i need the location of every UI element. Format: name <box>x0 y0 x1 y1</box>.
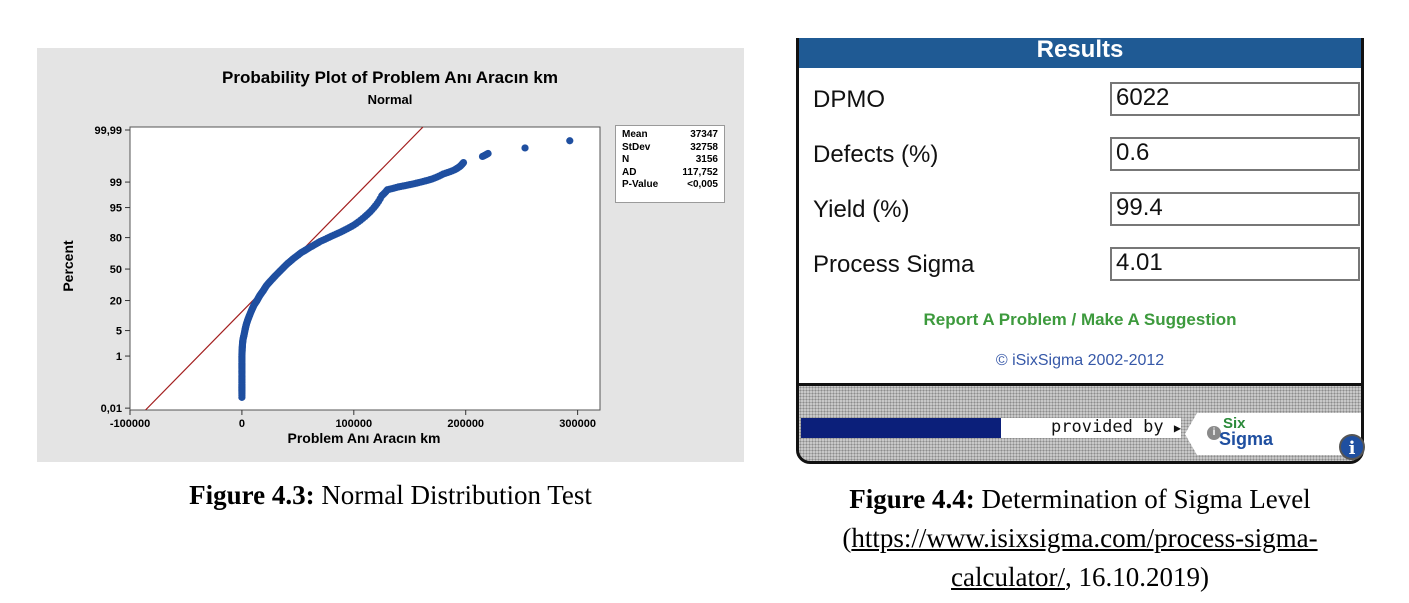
stats-label: P-Value <box>622 179 659 190</box>
result-row-defects: Defects (%) 0.6 <box>799 137 1361 177</box>
y-tick-label: 5 <box>116 326 122 338</box>
logo-tab-shape <box>1185 413 1361 455</box>
source-link[interactable]: https://www.isixsigma.com/process-sigma-… <box>851 523 1318 592</box>
caption-date: , 16.10.2019) <box>1064 562 1209 592</box>
stats-row-pvalue: P-Value <0,005 <box>622 179 718 192</box>
logo-six-text: Six <box>1223 415 1246 432</box>
process-sigma-label: Process Sigma <box>813 251 975 278</box>
statistics-legend: Mean 37347 StDev 32758 N 3156 AD 117,752 P-Value… <box>615 125 725 203</box>
x-tick-label: 200000 <box>447 418 484 430</box>
report-problem-link[interactable]: Report A Problem / Make A Suggestion <box>923 310 1237 329</box>
logo-i-icon: i <box>1207 426 1221 440</box>
stats-row-ad: AD 117,752 <box>622 167 718 180</box>
caption-open-paren: ( <box>842 523 852 553</box>
yield-label: Yield (%) <box>813 196 910 223</box>
caption-text-right: Determination of Sigma Level <box>974 484 1311 514</box>
sigma-calculator-figure: Results DPMO 6022 Defects (%) 0.6 Yield … <box>796 38 1365 464</box>
stats-row-stdev: StDev 32758 <box>622 142 718 155</box>
y-tick-label: 99,99 <box>94 125 122 137</box>
x-axis-label: Problem Anı Aracın km <box>287 430 440 446</box>
figure-4-3-caption: Figure 4.3: Normal Distribution Test <box>37 480 744 511</box>
figure-4-4-caption: Figure 4.4: Determination of Sigma Level… <box>790 480 1370 597</box>
y-tick-label: 0,01 <box>101 403 122 415</box>
caption-label: Figure 4.3: <box>189 480 315 510</box>
calculator-footer: provided by ▶ i Six Sigma i <box>796 383 1365 464</box>
chart-subtitle: Normal <box>368 92 413 107</box>
stats-value: 117,752 <box>682 166 718 178</box>
y-tick-label: 20 <box>110 296 122 308</box>
caption-label-right: Figure 4.4: <box>849 484 975 514</box>
stats-label: AD <box>622 166 637 178</box>
plot-area <box>129 126 601 411</box>
play-arrow-icon: ▶ <box>1173 421 1182 435</box>
isixsigma-logo[interactable]: i Six Sigma <box>1185 413 1361 455</box>
y-tick-label: 50 <box>110 264 122 276</box>
chart-title: Probability Plot of Problem Anı Aracın k… <box>222 68 558 87</box>
stats-value: 3156 <box>695 154 718 165</box>
stats-label: Mean <box>622 129 648 140</box>
provided-by-label: provided by <box>1051 417 1164 437</box>
y-axis-label: Percent <box>60 240 76 292</box>
result-row-process-sigma: Process Sigma 4.01 <box>799 247 1361 287</box>
results-panel: Results DPMO 6022 Defects (%) 0.6 Yield … <box>796 38 1364 383</box>
y-tick-label: 99 <box>110 177 122 189</box>
copyright-text: © iSixSigma 2002-2012 <box>995 352 1165 369</box>
probability-plot-figure: Probability Plot of Problem Anı Aracın k… <box>37 48 744 462</box>
x-tick-label: 300000 <box>559 418 596 430</box>
probability-plot-svg: Probability Plot of Problem Anı Aracın k… <box>60 68 601 446</box>
info-icon[interactable]: i <box>1339 434 1365 460</box>
provided-by-text: provided by ▶ <box>1051 417 1181 437</box>
defects-field[interactable]: 0.6 <box>1110 137 1360 171</box>
process-sigma-field[interactable]: 4.01 <box>1110 247 1360 281</box>
stats-value: <0,005 <box>687 179 718 190</box>
footer-white-band <box>1001 418 1181 438</box>
stats-value: 32758 <box>690 141 718 153</box>
dpmo-label: DPMO <box>813 86 885 113</box>
yield-field[interactable]: 99.4 <box>1110 192 1360 226</box>
stats-label: StDev <box>622 141 651 153</box>
stats-row-n: N 3156 <box>622 154 718 167</box>
data-point <box>521 144 529 152</box>
stats-label: N <box>622 154 630 165</box>
y-tick-label: 95 <box>110 203 122 215</box>
caption-text: Normal Distribution Test <box>314 480 592 510</box>
result-row-dpmo: DPMO 6022 <box>799 82 1361 122</box>
y-axis: 0,01 1 5 20 50 80 95 99 99,99 <box>94 125 130 415</box>
results-header: Results <box>799 38 1361 68</box>
y-tick-label: 80 <box>110 233 122 245</box>
x-tick-label: 100000 <box>335 418 372 430</box>
logo-sigma-text: Sigma <box>1219 429 1274 449</box>
defects-label: Defects (%) <box>813 141 939 168</box>
provided-by-bar: provided by ▶ i Six Sigma <box>801 413 1361 455</box>
x-tick-label: 0 <box>239 418 245 430</box>
data-point <box>459 158 468 167</box>
dpmo-field[interactable]: 6022 <box>1110 82 1360 116</box>
footer-blue-band <box>801 418 1001 438</box>
x-tick-label: -100000 <box>110 418 150 430</box>
data-point <box>484 149 492 158</box>
stats-value: 37347 <box>690 129 718 140</box>
result-row-yield: Yield (%) 99.4 <box>799 192 1361 232</box>
x-axis: -100000 0 100000 200000 300000 <box>110 410 596 430</box>
data-point <box>566 137 574 145</box>
y-tick-label: 1 <box>116 351 122 363</box>
stats-row-mean: Mean 37347 <box>622 129 718 142</box>
data-points <box>238 137 574 401</box>
